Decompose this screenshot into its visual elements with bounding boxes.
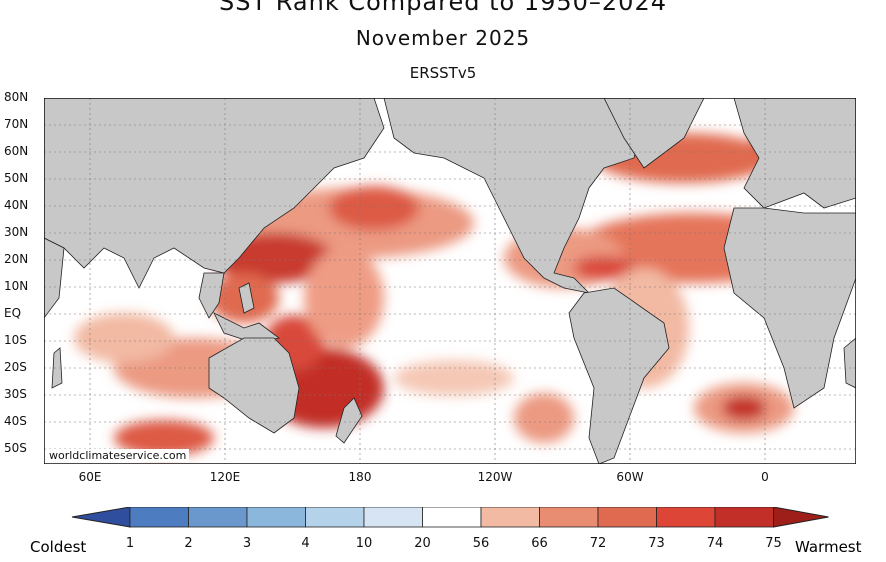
colorbar-tick: 3 [242, 536, 252, 551]
colorbar-left-label: Coldest [30, 538, 87, 556]
lat-tick: 50S [4, 441, 27, 455]
lat-tick: 40S [4, 414, 27, 428]
colorbar-max-arrow [773, 507, 829, 528]
sst-rank-map [44, 98, 856, 464]
lat-tick: 80N [4, 90, 29, 104]
lon-tick: 120E [209, 470, 241, 484]
lon-tick: 60W [616, 470, 644, 484]
dataset-label: ERSSTv5 [409, 64, 477, 82]
lat-tick: 30N [4, 225, 29, 239]
colorbar-tick: 75 [765, 536, 782, 551]
lat-tick: EQ [4, 306, 22, 320]
lat-tick: 30S [4, 387, 27, 401]
colorbar-tick: 72 [589, 536, 607, 551]
map-title: SST Rank Compared to 1950–2024 [219, 0, 667, 16]
lon-tick: 60E [78, 470, 102, 484]
colorbar-bin [597, 507, 657, 528]
colorbar-bin [188, 507, 248, 528]
lon-tick: 0 [761, 470, 769, 484]
colorbar-bin [714, 507, 774, 528]
colorbar-tick: 73 [648, 536, 665, 551]
lat-tick: 40N [4, 198, 29, 212]
lat-tick: 70N [4, 117, 29, 131]
colorbar-min-arrow [71, 507, 131, 528]
lon-tick: 180 [348, 470, 372, 484]
colorbar-tick: 1 [125, 536, 135, 551]
colorbar-bin [129, 507, 189, 528]
colorbar-bin [363, 507, 423, 528]
lat-tick: 20N [4, 252, 29, 266]
colorbar-tick: 66 [531, 536, 548, 551]
land-masses [44, 98, 856, 464]
colorbar-bin [539, 507, 599, 528]
lon-tick: 120W [477, 470, 513, 484]
lat-tick: 10S [4, 333, 27, 347]
colorbar-bin [422, 507, 482, 528]
colorbar-tick: 74 [706, 536, 724, 551]
colorbar-tick: 2 [184, 536, 193, 551]
lat-tick: 10N [4, 279, 29, 293]
lat-tick: 60N [4, 144, 29, 158]
colorbar-bin [305, 507, 365, 528]
colorbar-bin [656, 507, 716, 528]
lat-tick: 50N [4, 171, 29, 185]
lat-tick: 20S [4, 360, 27, 374]
colorbar-bin [480, 507, 540, 528]
colorbar-tick: 20 [414, 536, 431, 551]
colorbar-tick: 4 [301, 536, 310, 551]
map-subtitle: November 2025 [355, 26, 531, 50]
colorbar [71, 507, 829, 528]
colorbar-right-label: Warmest [795, 538, 862, 556]
colorbar-tick: 56 [472, 536, 490, 551]
colorbar-bin [246, 507, 306, 528]
watermark: worldclimateservice.com [46, 449, 190, 462]
gridlines [44, 98, 856, 464]
colorbar-tick: 10 [355, 536, 373, 551]
